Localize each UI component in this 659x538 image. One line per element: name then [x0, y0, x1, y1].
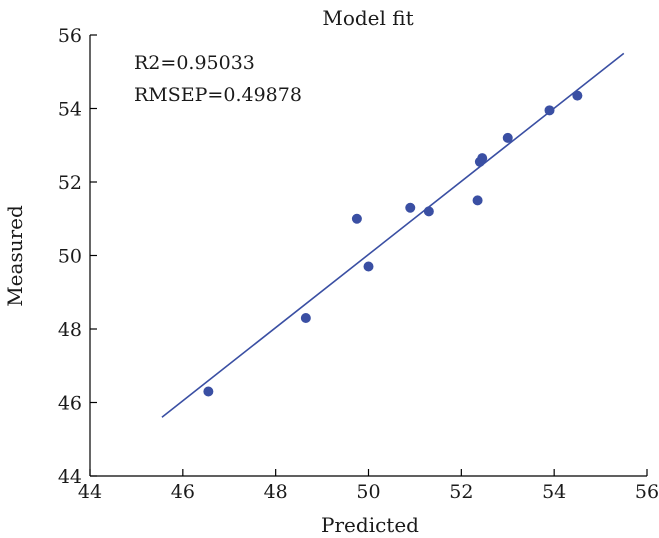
data-point — [544, 105, 555, 116]
data-point — [472, 195, 483, 206]
plot-area: 44 46 48 50 52 54 56 44 46 48 50 52 54 56 — [58, 25, 659, 503]
x-tick-label: 54 — [542, 481, 566, 503]
x-tick-label: 46 — [171, 481, 195, 503]
y-tick-label: 44 — [58, 466, 82, 488]
x-tick-label: 56 — [635, 481, 659, 503]
data-point — [423, 206, 434, 217]
y-tick-label: 54 — [58, 99, 82, 121]
x-tick-label: 50 — [356, 481, 380, 503]
data-point — [572, 90, 583, 101]
r2-annotation: R2=0.95033 — [134, 52, 255, 74]
data-point — [405, 202, 416, 213]
data-point — [363, 261, 374, 272]
data-point — [502, 132, 513, 143]
data-point — [477, 153, 488, 164]
y-tick-label: 52 — [58, 172, 82, 194]
y-tick-label: 48 — [58, 319, 82, 341]
fit-line — [161, 52, 625, 418]
data-point — [300, 312, 311, 323]
y-tick-label: 56 — [58, 25, 82, 47]
chart-title: Model fit — [322, 6, 413, 30]
y-tick-label: 46 — [58, 393, 82, 415]
rmsep-annotation: RMSEP=0.49878 — [134, 84, 302, 106]
x-axis-title: Predicted — [321, 513, 419, 537]
y-axis-title: Measured — [3, 205, 27, 307]
data-point — [203, 386, 214, 397]
data-point — [351, 213, 362, 224]
x-tick-label: 48 — [264, 481, 288, 503]
x-tick-label: 52 — [449, 481, 473, 503]
y-tick-label: 50 — [58, 246, 82, 268]
x-tick-label: 44 — [78, 481, 102, 503]
